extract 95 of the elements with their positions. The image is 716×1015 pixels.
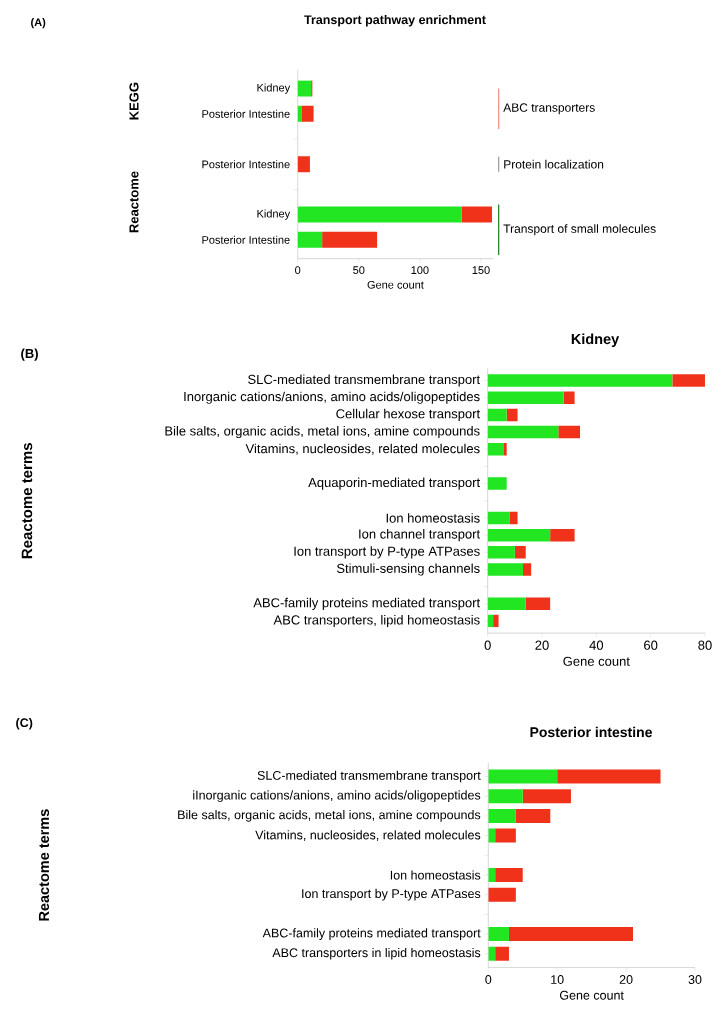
bar [558,425,581,439]
x-axis-title: Gene count [563,656,631,666]
y-tick-label: Bile salts, organic acids, metal ions, amine compounds [165,426,480,439]
text: (A) [31,18,46,29]
chart-title: Kidney [572,333,620,348]
bar [504,442,507,456]
y-tick-label: Kidney [257,83,291,94]
bar [495,867,523,882]
y-tick-label: Cellular hexose transport [336,408,481,421]
chart-title: Transport pathway enrichment [304,14,487,27]
bar [523,563,532,576]
bar [297,156,311,173]
x-tick-label: 30 [688,975,702,984]
y-tick-label: Inorganic cations/anions, amino acids/oligopeptides [184,391,480,404]
text: Protein localization [504,159,604,169]
y-tick-label: ABC-family proteins mediated transport [262,928,481,940]
bar [506,408,518,422]
y-tick-label: ABC-family proteins mediated transport [253,597,481,610]
bar [487,374,673,387]
y-axis-title: Reactome terms [39,809,50,921]
bar [672,374,706,387]
x-tick-label: 0 [485,975,492,984]
bar [322,231,378,248]
y-tick-label: ABC transporters in lipid homeostasis [272,947,481,960]
y-axis-title: Reactome terms [21,443,33,559]
bar [461,206,493,223]
bar [522,789,572,804]
x-tick-label: 10 [551,975,564,984]
bar [525,597,551,611]
bar [487,391,564,404]
bar [493,614,499,628]
x-tick-label: 150 [472,266,490,275]
bar [495,946,510,961]
bar [516,808,551,823]
bar [509,511,518,525]
x-tick-label: 80 [698,640,712,650]
bar [487,597,526,611]
bar [487,442,505,456]
bar [495,828,517,843]
bar [550,528,575,542]
bar [488,789,523,804]
bar [488,887,517,902]
y-tick-label: Stimuli-sensing channels [337,563,480,576]
y-tick-label: Posterior Intestine [202,235,290,244]
y-tick-label: Bile salts, organic acids, metal ions, amine compounds [178,810,481,822]
bar [301,105,314,122]
text: KEGG [129,82,139,120]
bar [487,546,516,559]
text: (C) [16,717,33,730]
chart-title: Posterior intestine [530,726,653,738]
bar [487,408,507,422]
bar [488,769,558,784]
bar [487,477,507,490]
y-tick-label: Posterior Intestine [202,160,290,169]
y-tick-label: Vitamins, nucleosides, related molecules [255,830,481,841]
x-tick-label: 50 [353,266,365,275]
bar [515,546,526,559]
x-tick-label: 40 [589,640,604,650]
bar [557,769,661,784]
bar [488,927,510,942]
bar [297,231,323,248]
bar [297,80,312,97]
text: Transport of small molecules [503,224,656,236]
bar [297,206,462,223]
y-tick-label: Ion transport by P-type ATPases [294,546,480,559]
x-axis-title: Gene count [560,990,625,1000]
y-tick-label: Aquaporin-mediated transport [308,477,481,490]
y-tick-label: Ion homeostasis [391,870,481,880]
bar [509,927,634,942]
y-tick-label: iInorganic cations/anions, amino acids/oligopeptides [193,790,481,802]
x-tick-label: 20 [535,640,549,650]
bar [487,425,559,439]
y-tick-label: Posterior Intestine [202,109,290,118]
text: (B) [21,348,39,361]
bar [487,511,510,525]
x-tick-label: 100 [411,266,429,275]
y-tick-label: Kidney [257,209,291,220]
text: Reactome [129,171,139,233]
y-tick-label: Ion homeostasis [386,513,480,523]
x-tick-label: 60 [644,640,658,650]
x-tick-label: 0 [295,266,301,275]
x-tick-label: 0 [484,640,492,650]
x-axis-title: Gene count [367,280,425,289]
y-tick-label: Ion transport by P-type ATPases [302,888,481,901]
bar [488,808,517,823]
x-tick-label: 20 [619,975,633,984]
y-tick-label: SLC-mediated transmembrane transport [257,770,481,783]
y-tick-label: Vitamins, nucleosides, related molecules [245,443,480,455]
text: ABC transporters [503,103,596,115]
y-tick-label: ABC transporters, lipid homeostasis [273,614,480,628]
bar [563,391,575,404]
y-tick-label: Ion channel transport [359,529,481,542]
bar [487,528,551,542]
y-tick-label: SLC-mediated transmembrane transport [248,374,481,387]
bar [487,563,524,576]
